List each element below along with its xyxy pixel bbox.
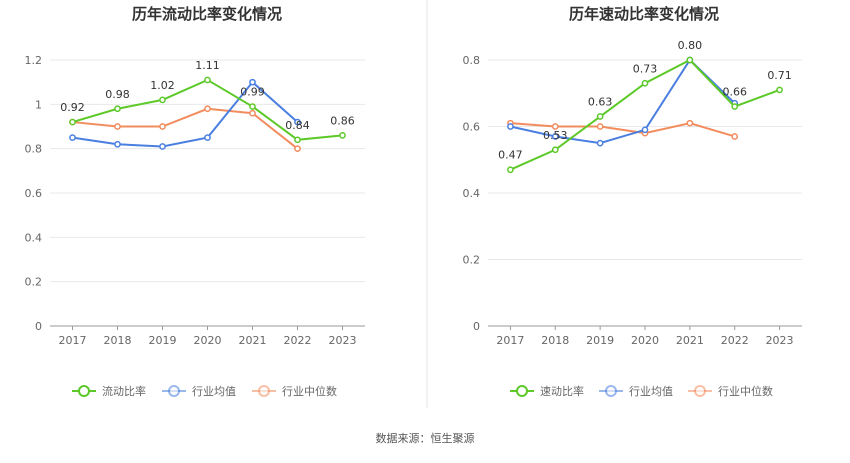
data-point [731, 133, 739, 140]
data-point [776, 86, 783, 94]
series-line-2 [72, 107, 299, 150]
series-line-2 [510, 122, 735, 138]
data-point [204, 76, 211, 84]
data-point [551, 123, 559, 130]
x-tick-label: 2019 [586, 334, 614, 347]
data-point [69, 118, 76, 126]
x-tick-label: 2017 [59, 334, 87, 347]
legend-marker [258, 385, 270, 397]
source-text: 数据来源：恒生聚源 [376, 431, 475, 445]
data-point [294, 145, 301, 153]
y-tick-label: 0.6 [25, 187, 43, 200]
data-label: 0.53 [543, 129, 568, 142]
x-tick-label: 2022 [284, 334, 312, 347]
data-label: 0.92 [60, 101, 85, 114]
y-tick-label: 0.8 [463, 54, 481, 67]
data-point [686, 56, 694, 64]
data-label: 0.99 [240, 86, 265, 99]
legend-label: 速动比率 [540, 384, 584, 398]
chart-title: 历年流动比率变化情况 [132, 5, 282, 23]
x-tick-label: 2020 [194, 334, 222, 347]
legend-label: 行业中位数 [282, 384, 337, 398]
data-point [507, 123, 514, 130]
data-point [114, 105, 121, 113]
data-label: 0.73 [633, 62, 658, 75]
data-point [204, 105, 211, 113]
y-tick-label: 1 [35, 98, 42, 111]
data-point [596, 139, 604, 147]
data-label: 0.98 [105, 88, 130, 101]
legend-label: 流动比率 [102, 384, 146, 398]
data-point [641, 126, 649, 134]
y-tick-label: 0.4 [25, 231, 43, 244]
legend-label: 行业均值 [629, 385, 673, 398]
data-label: 1.11 [195, 59, 220, 72]
chart-title: 历年速动比率变化情况 [569, 5, 719, 23]
data-point [294, 118, 301, 126]
data-point [596, 113, 604, 120]
data-point [507, 166, 514, 174]
data-point [596, 123, 604, 130]
y-tick-label: 0 [35, 320, 42, 333]
data-point [159, 96, 166, 104]
data-point [204, 134, 211, 141]
y-tick-label: 1.2 [25, 54, 43, 67]
data-point [641, 79, 649, 87]
y-tick-label: 0.8 [25, 143, 43, 156]
data-point [249, 78, 256, 86]
data-label: 0.66 [722, 86, 747, 99]
x-tick-label: 2023 [329, 334, 357, 347]
data-point [249, 103, 256, 110]
data-label: 0.63 [588, 96, 613, 109]
x-tick-label: 2017 [496, 334, 524, 347]
data-point [69, 134, 76, 141]
y-tick-label: 0.4 [463, 187, 481, 200]
data-point [249, 109, 256, 117]
data-point [294, 136, 301, 144]
data-point [159, 143, 166, 150]
data-label: 0.84 [285, 119, 310, 132]
x-tick-label: 2021 [676, 334, 704, 347]
data-point [159, 123, 166, 130]
x-tick-label: 2021 [239, 334, 267, 347]
legend-label: 行业均值 [192, 385, 236, 398]
y-tick-label: 0.6 [463, 121, 481, 134]
data-label: 1.02 [150, 79, 175, 92]
legend-label: 行业中位数 [718, 384, 773, 398]
data-point [551, 146, 559, 154]
legend-marker [605, 385, 617, 397]
series-line-0 [510, 58, 780, 171]
y-tick-label: 0.2 [463, 254, 481, 267]
y-tick-label: 0.2 [25, 276, 43, 289]
series-line-1 [72, 80, 299, 148]
data-label: 0.47 [498, 149, 523, 162]
data-label: 0.86 [330, 114, 355, 127]
data-point [686, 119, 694, 127]
legend-marker [694, 385, 706, 397]
legend-marker [168, 385, 180, 397]
x-tick-label: 2022 [721, 334, 749, 347]
data-label: 0.80 [678, 39, 703, 52]
x-tick-label: 2018 [104, 334, 132, 347]
x-tick-label: 2019 [149, 334, 177, 347]
data-point [339, 132, 346, 139]
x-tick-label: 2023 [766, 334, 794, 347]
x-tick-label: 2020 [631, 334, 659, 347]
data-point [551, 133, 559, 140]
data-point [114, 140, 121, 148]
legend-marker [516, 385, 528, 397]
data-point [114, 123, 121, 130]
x-tick-label: 2018 [541, 334, 569, 347]
y-tick-label: 0 [473, 320, 480, 333]
data-point [731, 103, 739, 110]
data-label: 0.71 [767, 69, 792, 82]
legend-marker [78, 385, 90, 397]
